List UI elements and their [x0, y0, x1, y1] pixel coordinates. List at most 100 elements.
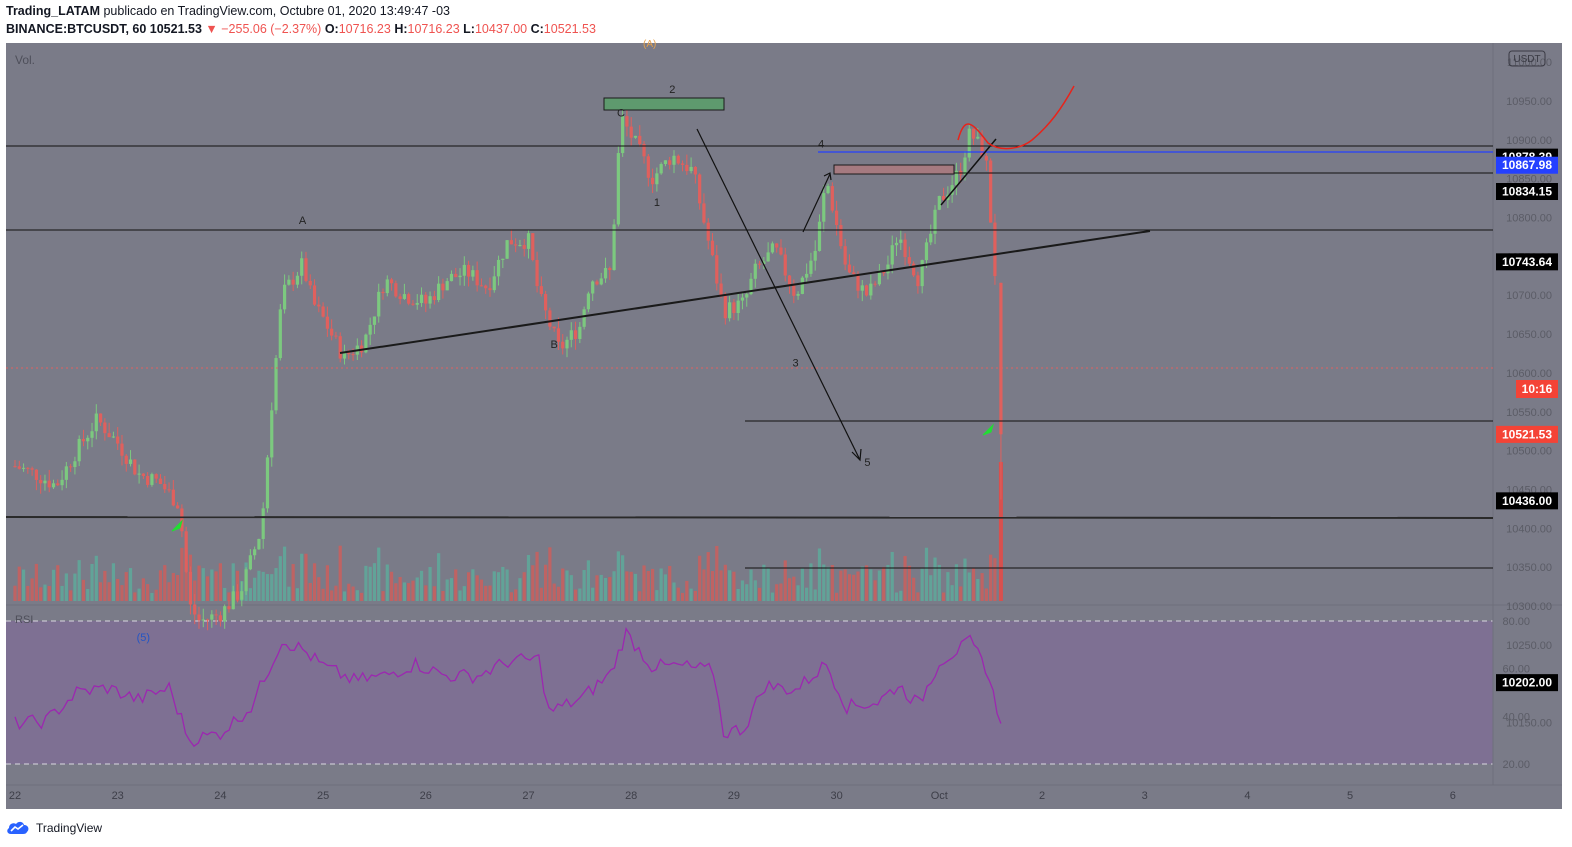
currency-badge[interactable]: USDT [1508, 50, 1546, 67]
candle-body [56, 483, 60, 486]
candle-body [621, 116, 625, 154]
price-tick-label: 10600.00 [1506, 368, 1552, 380]
candle-body [706, 222, 710, 241]
volume-bar [689, 588, 693, 601]
candle-body [586, 293, 591, 310]
volume-bar [308, 582, 312, 601]
price-level-text: 10521.53 [1502, 427, 1552, 441]
candle-body [368, 324, 372, 335]
volume-bar [629, 571, 633, 601]
volume-bar [745, 584, 749, 601]
wave-label: 3 [792, 358, 798, 370]
volume-bar [573, 589, 578, 601]
volume-bar [338, 545, 342, 601]
volume-bar [492, 571, 496, 601]
tradingview-cloud-icon [7, 821, 29, 834]
volume-bar [954, 564, 959, 601]
candle-body [573, 330, 578, 339]
candle-body [291, 279, 295, 285]
candle-body [569, 330, 573, 340]
candle-body [381, 291, 385, 294]
candle-body [411, 303, 415, 305]
volume-bar [817, 548, 822, 601]
volume-bar [488, 585, 492, 601]
candle-body [488, 288, 492, 291]
candle-body [856, 274, 860, 291]
volume-bar [355, 590, 359, 601]
candle-body [877, 270, 881, 285]
published-info: publicado en TradingView.com, Octubre 01… [103, 4, 451, 18]
volume-bar [552, 583, 556, 601]
price-tick-label: 10550.00 [1506, 407, 1552, 419]
volume-bar [561, 568, 565, 601]
candle-body [13, 466, 17, 468]
volume-bar [193, 580, 197, 601]
candle-body [852, 272, 856, 275]
volume-bar [167, 582, 171, 601]
candle-body [608, 268, 612, 270]
price-tick-label: 10250.00 [1506, 640, 1552, 652]
volume-bar [779, 583, 783, 601]
price-tick-label: 10800.00 [1506, 213, 1552, 225]
volume-bar [441, 590, 445, 601]
candle-body [347, 351, 351, 355]
candle-body [466, 264, 471, 277]
volume-bar [894, 592, 899, 601]
candle-body [971, 128, 976, 139]
candle-body [21, 467, 26, 469]
volume-bar [505, 569, 509, 601]
candle-body [240, 591, 244, 600]
author-name[interactable]: Trading_LATAM [6, 4, 100, 18]
candle-body [595, 281, 599, 285]
volume-bar [454, 569, 458, 601]
volume-bar [389, 571, 394, 601]
volume-bar [835, 592, 839, 601]
candle-body [787, 275, 792, 286]
candle-body [843, 246, 847, 265]
price-level-text: 10834.15 [1502, 185, 1552, 199]
candle-body [539, 286, 543, 295]
time-axis[interactable]: 22 23 24 25 26 27 28 29 30 Oct 2 3 4 5 6 [9, 790, 1456, 802]
candle-body [218, 615, 222, 622]
candle-body [835, 210, 839, 226]
price-axis[interactable]: 11000.0010950.0010900.0010850.0010800.00… [1506, 57, 1552, 729]
volume-bar [312, 563, 317, 601]
candle-body [43, 480, 47, 484]
candle-body [398, 296, 402, 299]
volume-bar [693, 590, 697, 601]
candle-body [180, 508, 184, 532]
volume-bar [94, 555, 98, 601]
time-tick-label: 28 [625, 790, 637, 802]
last-price: 10521.53 [149, 22, 202, 36]
volume-bar [796, 585, 800, 601]
candle-body [141, 473, 145, 476]
candle-body [424, 294, 428, 304]
candle-body [668, 160, 672, 165]
candle-body [638, 135, 642, 144]
volume-bar [26, 585, 30, 601]
candle-body [385, 279, 389, 294]
volume-bar [792, 576, 796, 601]
price-tick-label: 10850.00 [1506, 174, 1552, 186]
candle-body [685, 164, 689, 172]
tradingview-logo-text: TradingView [36, 821, 103, 835]
price-level-text: 10436.00 [1502, 494, 1552, 508]
volume-bar [595, 575, 599, 601]
volume-bar [522, 572, 526, 601]
candle-body [920, 260, 924, 287]
candle-body [993, 222, 997, 277]
volume-bar [946, 572, 950, 601]
candle-body [210, 614, 214, 620]
wave-label: 5 [864, 457, 870, 469]
tradingview-branding[interactable]: TradingView [6, 818, 102, 838]
candle-body [663, 160, 668, 165]
candle-body [954, 170, 959, 186]
volume-bar [843, 569, 847, 601]
wave-label: (5) [137, 632, 150, 644]
volume-bar [60, 585, 64, 601]
volume-bar [158, 570, 163, 601]
volume-bar [544, 564, 548, 601]
candle-body [514, 244, 518, 246]
rsi-tick-label: 80.00 [1502, 616, 1530, 628]
